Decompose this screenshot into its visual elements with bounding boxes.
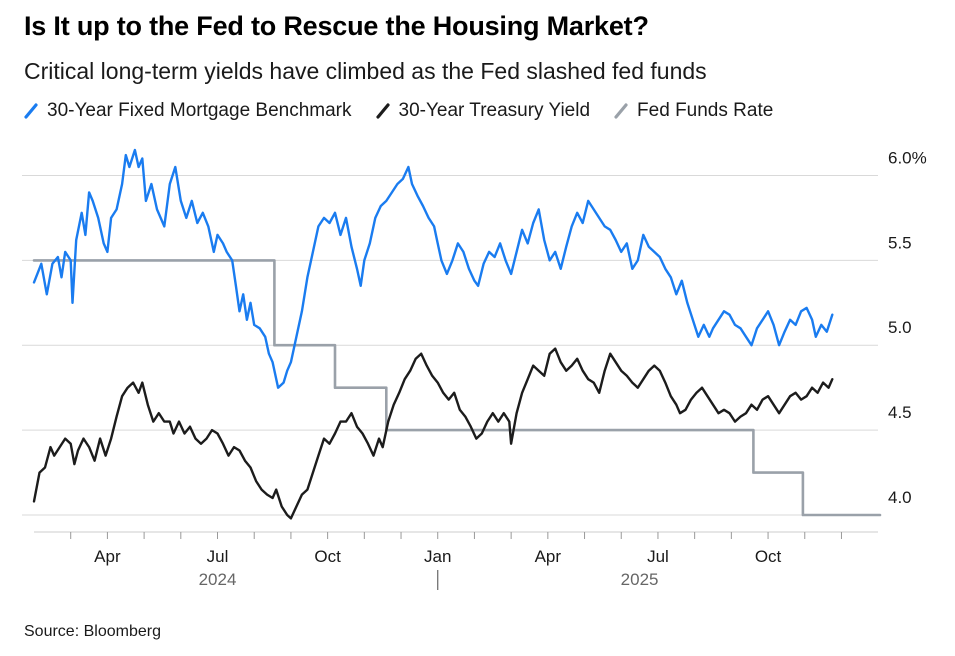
source-note: Source: Bloomberg bbox=[24, 623, 161, 640]
legend-item-treasury: 30-Year Treasury Yield bbox=[375, 100, 591, 122]
series-line-fed-funds bbox=[32, 259, 882, 517]
legend-label-fed-funds: Fed Funds Rate bbox=[637, 100, 774, 121]
legend-swatch-treasury bbox=[375, 103, 390, 119]
legend-label-treasury: 30-Year Treasury Yield bbox=[398, 100, 591, 121]
chart-legend: 30-Year Fixed Mortgage Benchmark 30-Year… bbox=[24, 98, 797, 124]
legend-item-mortgage: 30-Year Fixed Mortgage Benchmark bbox=[24, 100, 352, 122]
x-tick-label: Apr bbox=[535, 547, 562, 566]
y-tick-label: 5.5 bbox=[888, 233, 912, 252]
x-tick-label: Jul bbox=[647, 547, 669, 566]
x-tick-label: Oct bbox=[314, 547, 341, 566]
year-label: 2025 bbox=[621, 570, 659, 589]
legend-swatch-fed-funds bbox=[614, 103, 628, 119]
legend-item-fed-funds: Fed Funds Rate bbox=[614, 100, 773, 122]
y-tick-label: 6.0% bbox=[888, 148, 927, 167]
series-line-mortgage bbox=[32, 148, 834, 389]
x-tick-label: Jan bbox=[424, 547, 451, 566]
chart-title: Is It up to the Fed to Rescue the Housin… bbox=[24, 11, 649, 41]
y-tick-label: 5.0 bbox=[888, 318, 912, 337]
series-line-treasury bbox=[32, 347, 834, 520]
legend-label-mortgage: 30-Year Fixed Mortgage Benchmark bbox=[47, 100, 352, 121]
x-tick-label: Oct bbox=[755, 547, 782, 566]
y-tick-label: 4.5 bbox=[888, 403, 912, 422]
chart-subtitle: Critical long-term yields have climbed a… bbox=[24, 58, 707, 84]
x-tick-label: Jul bbox=[207, 547, 229, 566]
y-tick-label: 4.0 bbox=[888, 488, 912, 507]
year-label: 2024 bbox=[199, 570, 237, 589]
legend-swatch-mortgage bbox=[24, 103, 38, 119]
x-tick-label: Apr bbox=[94, 547, 121, 566]
